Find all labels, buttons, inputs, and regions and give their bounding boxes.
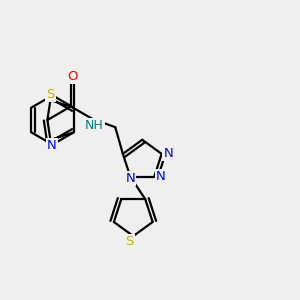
Text: NH: NH	[85, 119, 104, 132]
Text: N: N	[125, 172, 135, 185]
Text: S: S	[46, 88, 55, 101]
Text: N: N	[156, 170, 166, 183]
Text: N: N	[164, 147, 173, 161]
Text: N: N	[47, 139, 57, 152]
Text: O: O	[67, 70, 78, 83]
Text: S: S	[125, 235, 134, 248]
